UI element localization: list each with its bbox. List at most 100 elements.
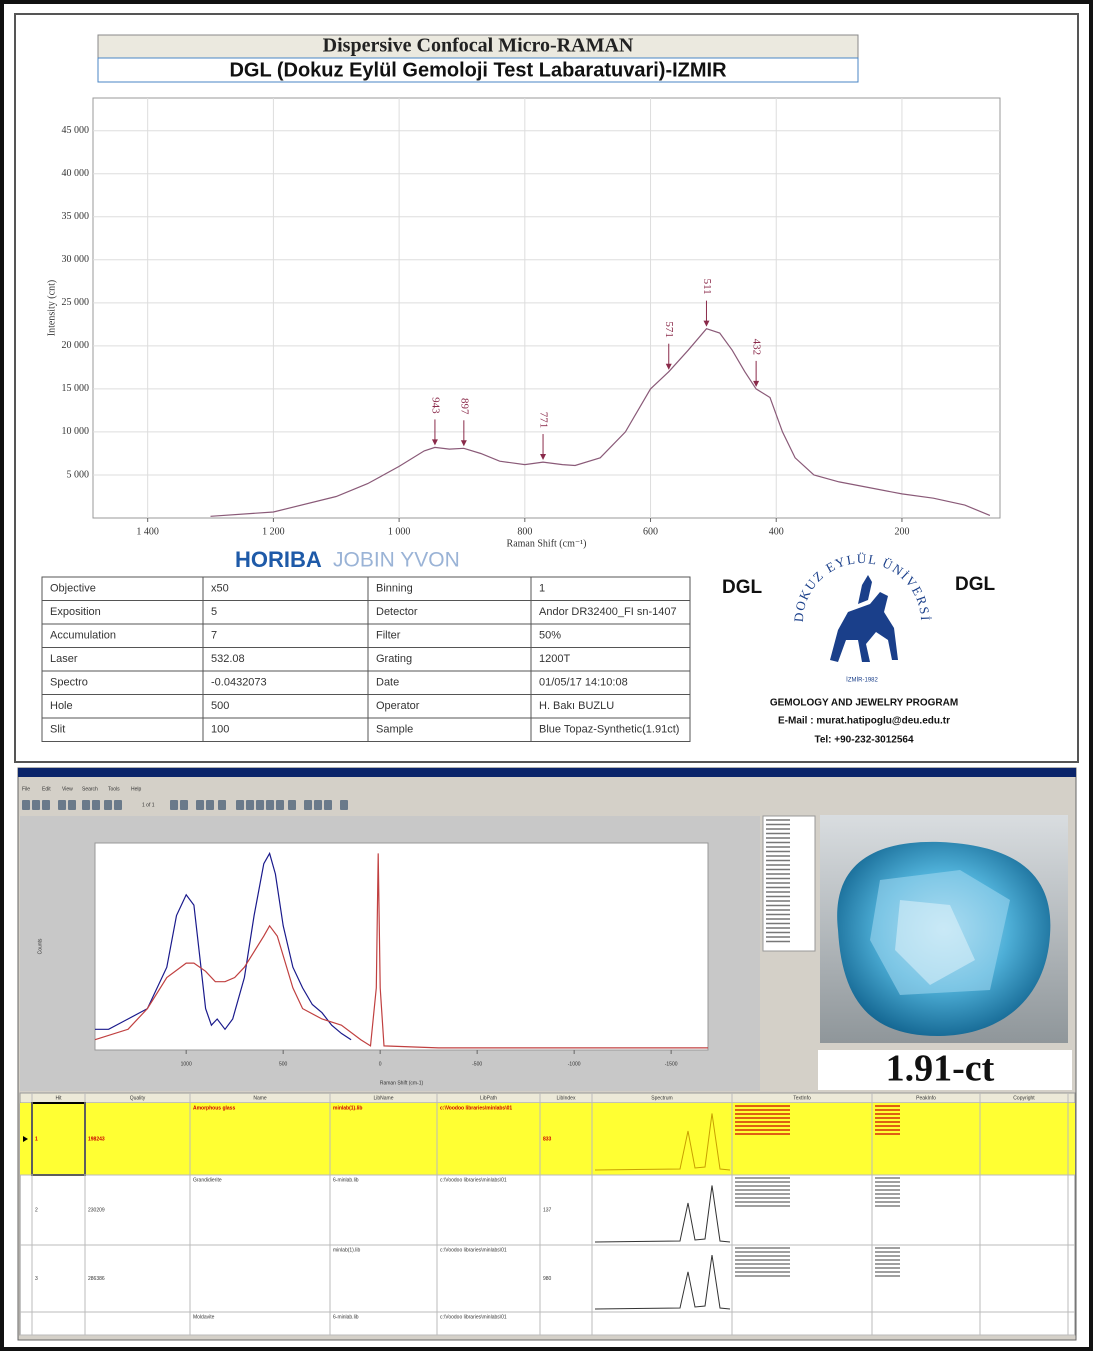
param-text: Accumulation <box>50 630 116 642</box>
screenshot: Dispersive Confocal Micro-RAMAN DGL (Dok… <box>0 0 1093 1351</box>
x-tick-label: -1000 <box>568 1061 581 1067</box>
param-text: 500 <box>211 700 229 712</box>
x-tick-label: -1500 <box>665 1061 678 1067</box>
toolbar-button[interactable] <box>22 800 30 810</box>
param-text: 1200T <box>539 653 570 665</box>
toolbar-button[interactable] <box>276 800 284 810</box>
param-text: 1 <box>539 583 545 595</box>
toolbar-button[interactable] <box>314 800 322 810</box>
menu-item[interactable]: Help <box>131 786 142 792</box>
param-cell <box>531 577 690 601</box>
param-cell <box>203 601 368 625</box>
x-tick-label: 0 <box>379 1061 382 1067</box>
y-tick-label: 40 000 <box>62 168 90 179</box>
toolbar-button[interactable] <box>82 800 90 810</box>
toolbar-button[interactable] <box>104 800 112 810</box>
param-text: Date <box>376 677 399 689</box>
toolbar-button[interactable] <box>256 800 264 810</box>
toolbar-button[interactable] <box>304 800 312 810</box>
column-header: Hit <box>55 1095 62 1101</box>
column-header: Quality <box>130 1095 146 1101</box>
param-text: Laser <box>50 653 78 665</box>
column-header: LibPath <box>480 1095 497 1101</box>
result-cell: 833 <box>543 1136 552 1142</box>
param-text: Blue Topaz-Synthetic(1.91ct) <box>539 724 679 736</box>
result-cell: 2 <box>35 1207 38 1213</box>
peak-label: 943 <box>429 397 441 414</box>
param-text: Spectro <box>50 677 88 689</box>
toolbar-button[interactable] <box>180 800 188 810</box>
x-tick-label: 400 <box>769 526 784 537</box>
menu-item[interactable]: Edit <box>42 786 51 792</box>
result-cell: 6-minlab.lib <box>333 1314 359 1320</box>
param-text: Filter <box>376 630 401 642</box>
param-text: 100 <box>211 724 229 736</box>
toolbar-button[interactable] <box>246 800 254 810</box>
toolbar-button[interactable] <box>170 800 178 810</box>
x-tick-label: 1 200 <box>262 526 285 537</box>
toolbar-button[interactable] <box>324 800 332 810</box>
toolbar-button[interactable] <box>288 800 296 810</box>
toolbar-button[interactable] <box>58 800 66 810</box>
param-text: Grating <box>376 653 412 665</box>
app-titlebar <box>18 768 1076 777</box>
param-text: Binning <box>376 583 413 595</box>
y-axis-title: Counts <box>37 938 43 954</box>
param-text: Exposition <box>50 606 101 618</box>
x-tick-label: 500 <box>279 1061 288 1067</box>
title: Dispersive Confocal Micro-RAMAN <box>323 35 634 57</box>
x-tick-label: 1 000 <box>388 526 411 537</box>
menu-item[interactable]: Search <box>82 786 98 792</box>
x-tick-label: 1 400 <box>136 526 159 537</box>
param-text: 5 <box>211 606 217 618</box>
column-header: Spectrum <box>651 1095 672 1101</box>
page: {"header": {"title": "Dispersive Confoca… <box>0 0 1093 1351</box>
x-tick-label: 200 <box>894 526 909 537</box>
toolbar-button[interactable] <box>236 800 244 810</box>
result-cell: c:\Voodoo libraries\minlabs\01 <box>440 1177 507 1183</box>
column-header: PeakInfo <box>916 1095 936 1101</box>
menu-item[interactable]: Tools <box>108 786 120 792</box>
result-cell: 230209 <box>88 1207 105 1213</box>
toolbar-button[interactable] <box>266 800 274 810</box>
toolbar-button[interactable] <box>92 800 100 810</box>
result-cell: 980 <box>543 1276 552 1282</box>
param-text: Andor DR32400_FI sn-1407 <box>539 606 677 618</box>
result-cell: Moldavite <box>193 1314 215 1320</box>
toolbar-button[interactable] <box>206 800 214 810</box>
toolbar-button[interactable] <box>114 800 122 810</box>
email: E-Mail : murat.hatipoglu@deu.edu.tr <box>778 716 950 727</box>
y-axis-title: Intensity (cnt) <box>46 280 57 336</box>
x-tick-label: 600 <box>643 526 658 537</box>
program: GEMOLOGY AND JEWELRY PROGRAM <box>770 698 958 709</box>
y-tick-label: 20 000 <box>62 340 90 351</box>
toolbar-button[interactable] <box>68 800 76 810</box>
toolbar-button[interactable] <box>32 800 40 810</box>
carat: 1.91-ct <box>886 1048 995 1090</box>
peak-label: 771 <box>538 412 550 429</box>
y-tick-label: 10 000 <box>62 426 90 437</box>
toolbar-button[interactable] <box>196 800 204 810</box>
param-text: Operator <box>376 700 420 712</box>
y-tick-label: 35 000 <box>62 211 90 222</box>
toolbar-button[interactable] <box>42 800 50 810</box>
menu-item[interactable]: View <box>62 786 73 792</box>
column-header: LibIndex <box>557 1095 576 1101</box>
result-cell: 137 <box>543 1207 552 1213</box>
menu-item[interactable]: File <box>22 786 30 792</box>
result-cell: Amorphous glass <box>193 1105 235 1111</box>
param-text: Sample <box>376 724 413 736</box>
y-tick-label: 25 000 <box>62 297 90 308</box>
param-text: Hole <box>50 700 73 712</box>
x-tick-label: 1000 <box>181 1061 192 1067</box>
spectrum-plot <box>95 843 708 1050</box>
plot-area <box>93 98 1000 518</box>
toolbar-button[interactable] <box>218 800 226 810</box>
param-text: H. Bakı BUZLU <box>539 700 614 712</box>
x-tick-label: -500 <box>472 1061 482 1067</box>
toolbar-button[interactable] <box>340 800 348 810</box>
param-text: Objective <box>50 583 96 595</box>
brand-horiba: HORIBA <box>235 547 322 572</box>
param-text: 50% <box>539 630 561 642</box>
param-text: Detector <box>376 606 418 618</box>
